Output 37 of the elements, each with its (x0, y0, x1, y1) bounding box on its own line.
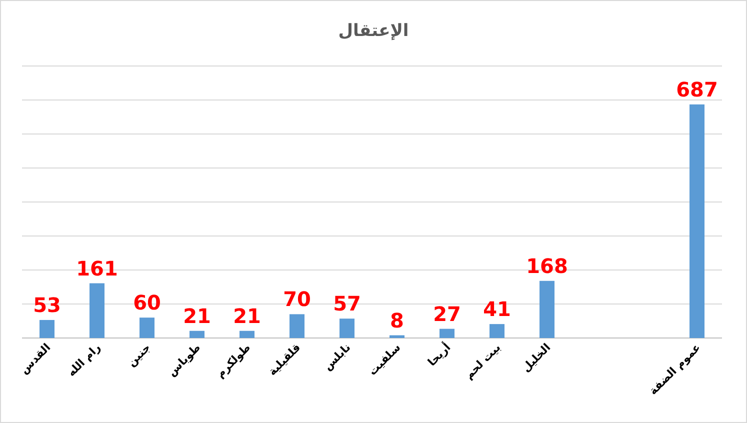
data-label: 27 (433, 302, 461, 326)
data-label: 53 (33, 292, 61, 317)
bar (340, 318, 354, 338)
data-label: 8 (390, 308, 404, 332)
bar (190, 330, 204, 338)
x-tick-label: أريحا (424, 340, 454, 369)
x-tick-label: القدس (18, 340, 54, 377)
bar (390, 335, 404, 338)
bar (540, 280, 554, 338)
x-tick-label: طوباس (165, 340, 204, 379)
data-label: 687 (676, 77, 718, 102)
data-label: 21 (183, 304, 211, 328)
chart-title: الإعتقال (338, 21, 409, 41)
data-label: 168 (526, 254, 568, 278)
x-tick-label: جنين (124, 340, 154, 370)
x-tick-label: الخليل (519, 340, 554, 375)
x-tick-label: سلفيت (366, 340, 404, 378)
bar (40, 320, 54, 338)
data-label: 60 (133, 290, 161, 315)
x-tick-label: رام الله (64, 340, 104, 380)
bar (690, 104, 704, 338)
bar (490, 324, 504, 338)
data-label: 70 (283, 287, 311, 312)
data-label: 21 (233, 304, 261, 328)
bar (90, 283, 104, 338)
bar (140, 318, 154, 338)
bar (240, 330, 254, 338)
bar (440, 328, 454, 338)
data-label: 57 (333, 292, 361, 316)
x-tick-label: نابلس (320, 340, 354, 374)
x-tick-label: طولكرم (214, 340, 254, 380)
x-tick-label: قلقيلية (266, 340, 304, 378)
bar (290, 314, 304, 338)
data-label: 41 (483, 297, 511, 322)
x-tick-label: بيت لحم (462, 340, 504, 382)
data-label: 161 (76, 256, 118, 280)
x-tick-label: عموم الضفة (646, 340, 704, 398)
